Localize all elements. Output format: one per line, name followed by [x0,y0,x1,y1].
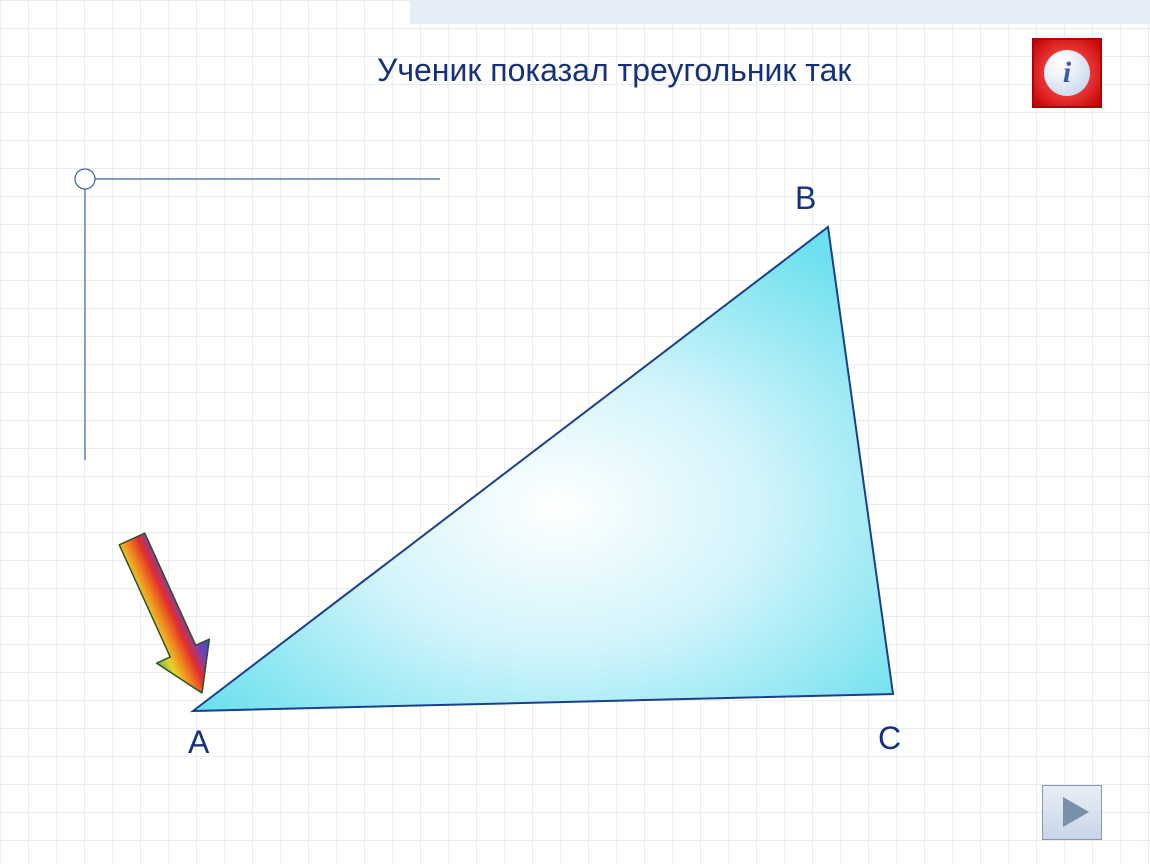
play-icon [1043,785,1101,840]
pointer-arrow-icon [119,533,209,693]
triangle-shape [193,227,893,711]
axis-decoration [75,169,440,460]
next-button[interactable] [1042,785,1102,840]
diagram-stage [0,0,1150,864]
vertex-label-b: B [795,180,816,217]
vertex-label-a: A [188,724,209,761]
vertex-label-c: C [878,720,901,757]
